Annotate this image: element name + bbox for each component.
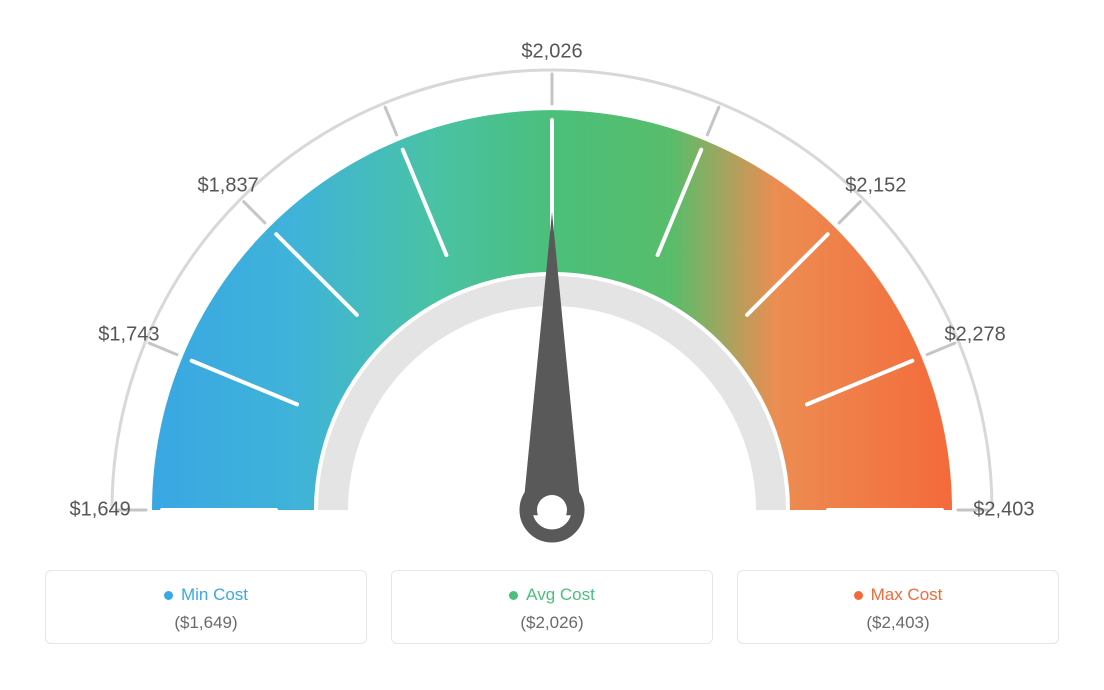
legend-value-min: ($1,649) [56, 613, 356, 633]
gauge-svg [0, 0, 1104, 560]
gauge-tick-label: $2,152 [845, 175, 906, 198]
legend-label-min: Min Cost [181, 585, 248, 605]
gauge-tick-label: $1,649 [70, 499, 131, 522]
legend-header-min: Min Cost [56, 585, 356, 605]
legend-value-max: ($2,403) [748, 613, 1048, 633]
legend-dot-avg [509, 591, 518, 600]
legend-dot-min [164, 591, 173, 600]
gauge-area: $1,649 $1,743 $1,837 $2,026 $2,152 $2,278 $2,4… [0, 0, 1104, 560]
legend-header-avg: Avg Cost [402, 585, 702, 605]
legend-header-max: Max Cost [748, 585, 1048, 605]
legend-card-min: Min Cost ($1,649) [45, 570, 367, 644]
gauge-tick-label: $2,403 [973, 499, 1034, 522]
cost-gauge-chart: $1,649 $1,743 $1,837 $2,026 $2,152 $2,278 $2,4… [0, 0, 1104, 690]
legend-label-max: Max Cost [871, 585, 943, 605]
legend-card-avg: Avg Cost ($2,026) [391, 570, 713, 644]
gauge-tick-label: $1,743 [98, 323, 159, 346]
legend-dot-max [854, 591, 863, 600]
legend-value-avg: ($2,026) [402, 613, 702, 633]
legend-row: Min Cost ($1,649) Avg Cost ($2,026) Max … [0, 570, 1104, 644]
gauge-tick-label: $2,026 [521, 41, 582, 64]
legend-card-max: Max Cost ($2,403) [737, 570, 1059, 644]
legend-label-avg: Avg Cost [526, 585, 595, 605]
gauge-tick-label: $1,837 [198, 175, 259, 198]
gauge-tick-label: $2,278 [945, 323, 1006, 346]
